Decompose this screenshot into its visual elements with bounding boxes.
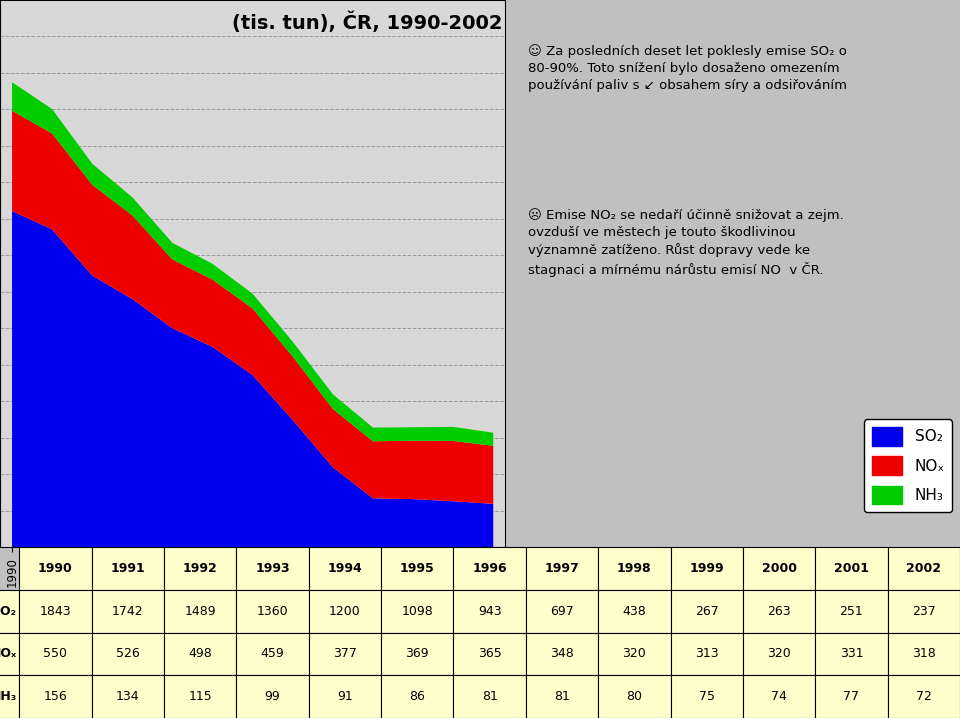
- Text: (tis. tun), ČR, 1990-2002: (tis. tun), ČR, 1990-2002: [232, 11, 503, 33]
- Text: ☺ Za posledních deset let poklesly emise SO₂ o
80-90%. Toto snížení bylo dosažen: ☺ Za posledních deset let poklesly emise…: [528, 44, 847, 92]
- Legend: SO₂, NOₓ, NH₃: SO₂, NOₓ, NH₃: [864, 419, 952, 512]
- Text: ☹ Emise NO₂ se nedaří účinně snižovat a zejm.
ovzduší ve městech je touto škodli: ☹ Emise NO₂ se nedaří účinně snižovat a …: [528, 208, 844, 277]
